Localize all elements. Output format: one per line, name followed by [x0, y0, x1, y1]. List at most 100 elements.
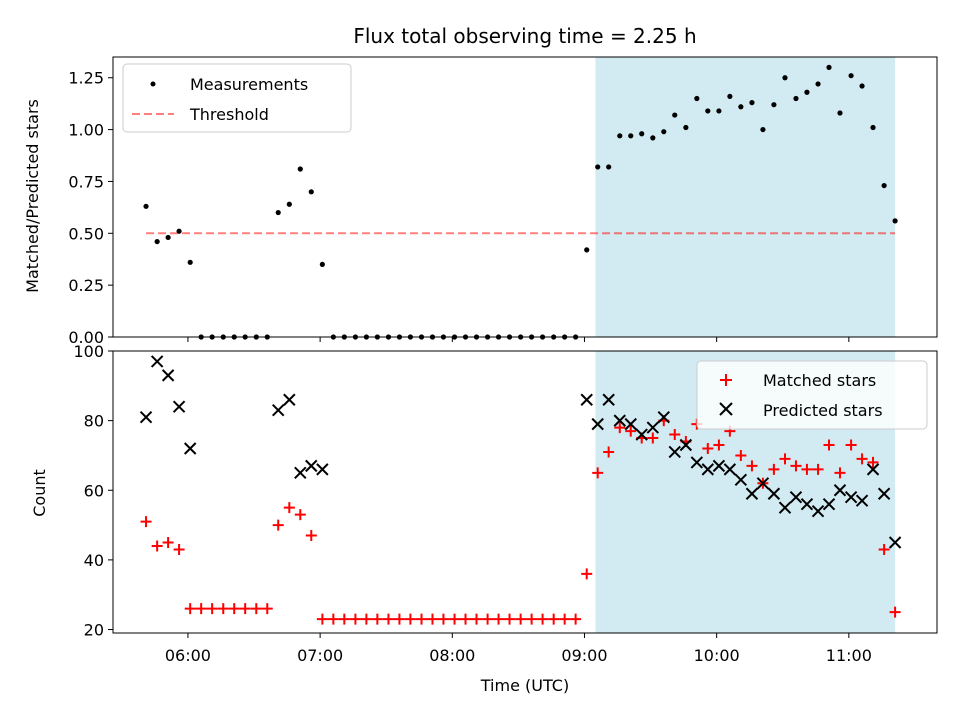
predicted-stars-point [580, 393, 593, 406]
matched-stars-point [526, 613, 538, 625]
y-tick-label: 100 [73, 342, 104, 361]
x-tick-label: 08:00 [429, 646, 475, 665]
matched-stars-point [812, 463, 824, 475]
matched-stars-point [470, 613, 482, 625]
y-tick-label: 20 [84, 621, 104, 640]
legend-matched-label: Matched stars [763, 371, 876, 390]
measurements-point [672, 112, 678, 118]
matched-stars-point [570, 613, 582, 625]
matched-stars-point [151, 540, 163, 552]
matched-stars-point [316, 613, 328, 625]
predicted-stars-point [183, 442, 197, 455]
y-tick-label: 80 [84, 412, 104, 431]
matched-stars-point [437, 613, 449, 625]
measurements-point [727, 93, 733, 100]
measurements-point [606, 164, 612, 170]
measurements-point [705, 108, 711, 114]
predicted-stars-point [734, 473, 748, 487]
x-axis-label: Time (UTC) [480, 676, 569, 695]
measurements-point [870, 124, 876, 131]
top-panel-ylabel: Matched/Predicted stars [23, 99, 42, 293]
bottom-panel-ylabel: Count [30, 469, 49, 517]
top-panel-shaded-span [595, 57, 896, 337]
y-tick-label: 60 [84, 481, 104, 500]
predicted-stars-point [172, 400, 186, 413]
predicted-stars-point [283, 393, 296, 406]
bottom-legend-box [696, 360, 928, 430]
measurements-point [848, 73, 854, 79]
predicted-stars-point [272, 403, 285, 417]
matched-stars-point [592, 467, 604, 479]
matched-stars-point [404, 613, 416, 625]
matched-stars-point [845, 439, 857, 451]
matched-stars-point [327, 613, 339, 625]
matched-stars-point [416, 613, 428, 625]
matched-stars-point [625, 425, 637, 437]
measurements-point [308, 189, 314, 195]
matched-stars-point [603, 446, 615, 458]
x-tick-label: 11:00 [826, 646, 872, 665]
predicted-stars-point [855, 494, 869, 507]
matched-stars-point [669, 429, 681, 441]
legend-matched-marker [720, 374, 732, 386]
x-tick-label: 10:00 [694, 646, 740, 665]
matched-stars-point [713, 439, 725, 451]
matched-stars-point [801, 463, 813, 475]
matched-stars-point [272, 519, 284, 531]
matched-stars-point [867, 456, 879, 468]
measurements-point [176, 228, 182, 234]
matched-stars-point [360, 613, 372, 625]
matched-stars-point [493, 613, 505, 625]
predicted-stars-point [657, 410, 670, 424]
chart-title: Flux total observing time = 2.25 h [353, 24, 696, 48]
top-legend: Measurements Threshold [122, 63, 352, 133]
predicted-stars-point [833, 484, 847, 497]
matched-stars-point [482, 613, 494, 625]
matched-stars-point [834, 467, 846, 479]
y-tick-label: 40 [84, 551, 104, 570]
matched-stars-point [823, 439, 835, 451]
matched-stars-point [349, 613, 361, 625]
predicted-stars-point [316, 463, 329, 476]
predicted-stars-point [877, 487, 891, 500]
predicted-stars-point [811, 504, 825, 518]
top-panel: 0.00 0.25 0.50 0.75 1.00 1.25 Matched/Predict… [23, 56, 938, 347]
y-tick-label: 0.25 [68, 276, 104, 295]
matched-stars-point [261, 603, 273, 615]
measurements-point [187, 259, 193, 265]
predicted-stars-point [789, 491, 803, 504]
predicted-stars-point [161, 369, 175, 382]
measurements-point [881, 182, 887, 189]
matched-stars-point [548, 613, 560, 625]
predicted-stars-point [756, 477, 770, 490]
y-tick-label: 0.00 [68, 328, 104, 347]
measurements-point [859, 83, 865, 89]
predicted-stars-point [723, 463, 737, 476]
matched-stars-point [768, 463, 780, 475]
predicted-stars-point [150, 355, 164, 368]
predicted-stars-point [767, 487, 781, 500]
predicted-stars-point [646, 421, 660, 434]
measurements-point [892, 218, 898, 224]
predicted-stars-point [778, 501, 792, 514]
measurements-point [694, 95, 700, 102]
y-tick-label: 1.00 [68, 121, 104, 140]
measurements-point [738, 104, 744, 110]
matched-stars-point [790, 460, 802, 472]
matched-stars-point [250, 603, 262, 615]
matched-stars-point [393, 613, 405, 625]
legend-measurements-label: Measurements [190, 75, 308, 94]
legend-predicted-label: Predicted stars [763, 401, 883, 420]
predicted-stars-point [294, 466, 307, 480]
predicted-stars-point [712, 459, 726, 473]
measurements-point [584, 247, 590, 253]
matched-stars-point [537, 613, 549, 625]
predicted-stars-point [888, 536, 902, 549]
measurements-point [617, 133, 623, 139]
matched-stars-point [449, 613, 461, 625]
measurements-point [297, 166, 303, 172]
matched-stars-point [647, 432, 659, 444]
matched-stars-point [283, 502, 295, 514]
predicted-stars-point [668, 445, 681, 459]
predicted-stars-point [635, 428, 648, 441]
